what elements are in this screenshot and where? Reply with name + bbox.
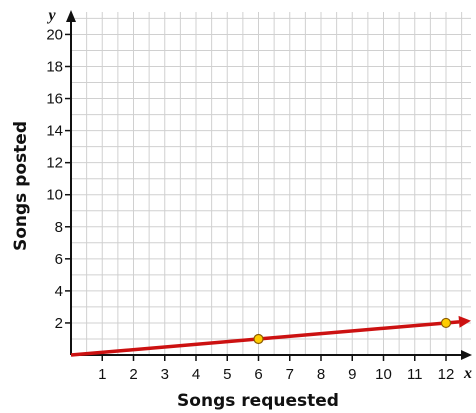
x-tick-label: 1	[98, 366, 106, 383]
y-tick-label: 12	[46, 155, 63, 172]
x-tick-label: 8	[317, 366, 325, 383]
x-tick-label: 7	[286, 366, 294, 383]
series-line-arrow	[458, 315, 471, 328]
data-point	[253, 333, 264, 345]
y-tick-label: 10	[46, 187, 63, 204]
axes	[66, 10, 472, 360]
y-axis-title: Songs posted	[11, 121, 31, 251]
series	[70, 315, 471, 357]
x-axis-letter: x	[463, 365, 472, 382]
x-tick-label: 4	[192, 366, 200, 383]
x-tick-label: 12	[438, 366, 455, 383]
y-tick-label: 18	[46, 58, 63, 75]
y-axis-arrow	[66, 10, 76, 22]
y-tick-label: 4	[55, 283, 63, 300]
x-axis-title: Songs requested	[177, 391, 339, 411]
x-tick-label: 5	[223, 366, 231, 383]
y-tick-label: 16	[46, 91, 63, 108]
x-tick-label: 11	[407, 366, 423, 383]
data-point	[440, 317, 452, 329]
x-tick-label: 6	[254, 366, 262, 383]
y-tick-label: 20	[46, 26, 63, 43]
x-axis-arrow	[461, 350, 472, 360]
x-tick-label: 9	[348, 366, 356, 383]
y-tick-label: 14	[46, 123, 63, 140]
x-tick-label: 2	[129, 366, 137, 383]
y-tick-label: 2	[55, 315, 63, 332]
grid	[71, 12, 471, 355]
y-axis-letter: y	[46, 7, 56, 24]
y-tick-label: 6	[55, 251, 63, 268]
x-tick-label: 10	[375, 366, 392, 383]
y-tick-label: 8	[55, 219, 63, 236]
x-tick-label: 3	[161, 366, 169, 383]
series-line	[70, 320, 460, 357]
